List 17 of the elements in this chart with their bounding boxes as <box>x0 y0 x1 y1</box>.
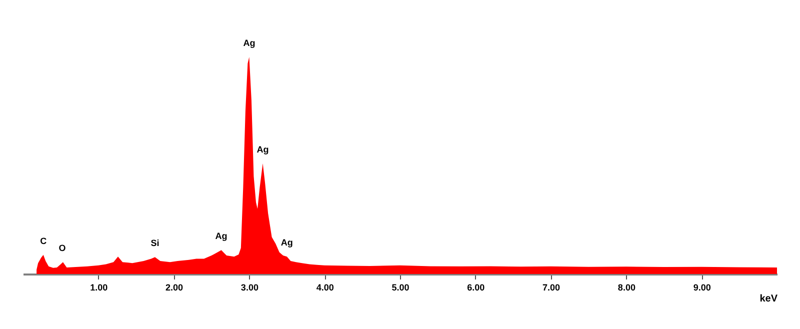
annotation: O <box>58 243 66 254</box>
x-tick-label: 5.00 <box>392 282 410 292</box>
annotation: Si <box>150 238 160 248</box>
annotation: Ag <box>243 38 256 48</box>
x-tick-label: 4.00 <box>316 282 334 292</box>
x-tick-label: 8.00 <box>618 282 636 292</box>
x-tick-label: 2.00 <box>166 282 184 292</box>
x-tick-label: 9.00 <box>693 282 711 292</box>
annotation: Ag <box>256 144 269 154</box>
annotation: Ag <box>280 238 293 248</box>
x-tick-label: 6.00 <box>467 282 485 292</box>
x-tick-label: 7.00 <box>542 282 560 292</box>
annotation: C <box>40 236 48 246</box>
x-tick-label: 3.00 <box>240 282 258 292</box>
annotation: Ag <box>215 231 228 242</box>
x-axis-title: keV <box>760 294 778 304</box>
x-tick-label: 1.00 <box>90 282 108 292</box>
